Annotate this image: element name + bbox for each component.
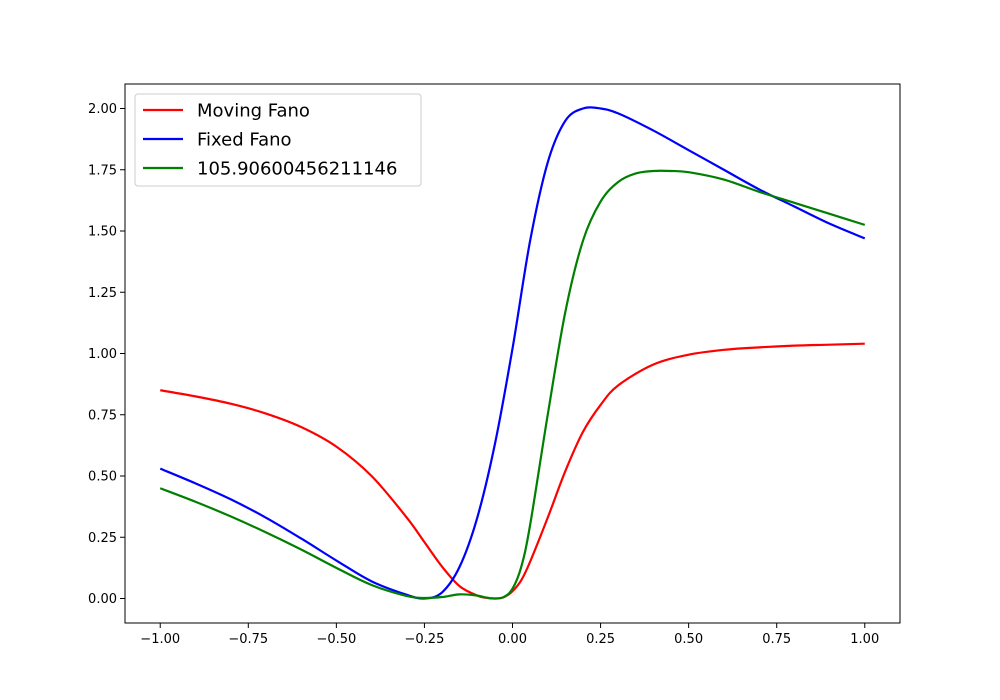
y-tick-label: 1.25 xyxy=(88,286,117,301)
series-line-3 xyxy=(159,169,866,600)
y-tick-label: 2.00 xyxy=(88,102,117,117)
series-layer xyxy=(159,106,866,600)
x-tick-label: −0.25 xyxy=(405,632,445,647)
x-tick-label: −1.00 xyxy=(140,632,180,647)
y-tick-label: 1.50 xyxy=(88,225,117,240)
x-tick-label: 0.00 xyxy=(498,632,527,647)
x-tick-label: 1.00 xyxy=(850,632,879,647)
x-tick-label: −0.50 xyxy=(316,632,356,647)
x-tick-label: −0.75 xyxy=(228,632,268,647)
y-tick-label: 0.25 xyxy=(88,531,117,546)
x-tick-label: 0.50 xyxy=(674,632,703,647)
x-tick-label: 0.75 xyxy=(762,632,791,647)
legend-label-2: Fixed Fano xyxy=(197,130,292,151)
y-axis: 0.00 0.25 0.50 0.75 1.00 1.25 1.50 1.75 2.00 xyxy=(88,102,125,607)
x-tick-label: 0.25 xyxy=(586,632,615,647)
legend: Moving Fano Fixed Fano 105.90600456211146 xyxy=(134,93,422,187)
legend-label-1: Moving Fano xyxy=(197,101,310,122)
series-line-2 xyxy=(159,106,866,600)
y-tick-label: 1.75 xyxy=(88,163,117,178)
y-tick-label: 1.00 xyxy=(88,347,117,362)
legend-label-3: 105.90600456211146 xyxy=(197,159,397,180)
x-axis: −1.00 −0.75 −0.50 −0.25 0.00 0.25 0.50 0.75 1.00 xyxy=(140,623,879,647)
y-tick-label: 0.00 xyxy=(88,592,117,607)
y-tick-label: 0.50 xyxy=(88,470,117,485)
y-tick-label: 0.75 xyxy=(88,408,117,423)
legend-box xyxy=(134,93,422,187)
